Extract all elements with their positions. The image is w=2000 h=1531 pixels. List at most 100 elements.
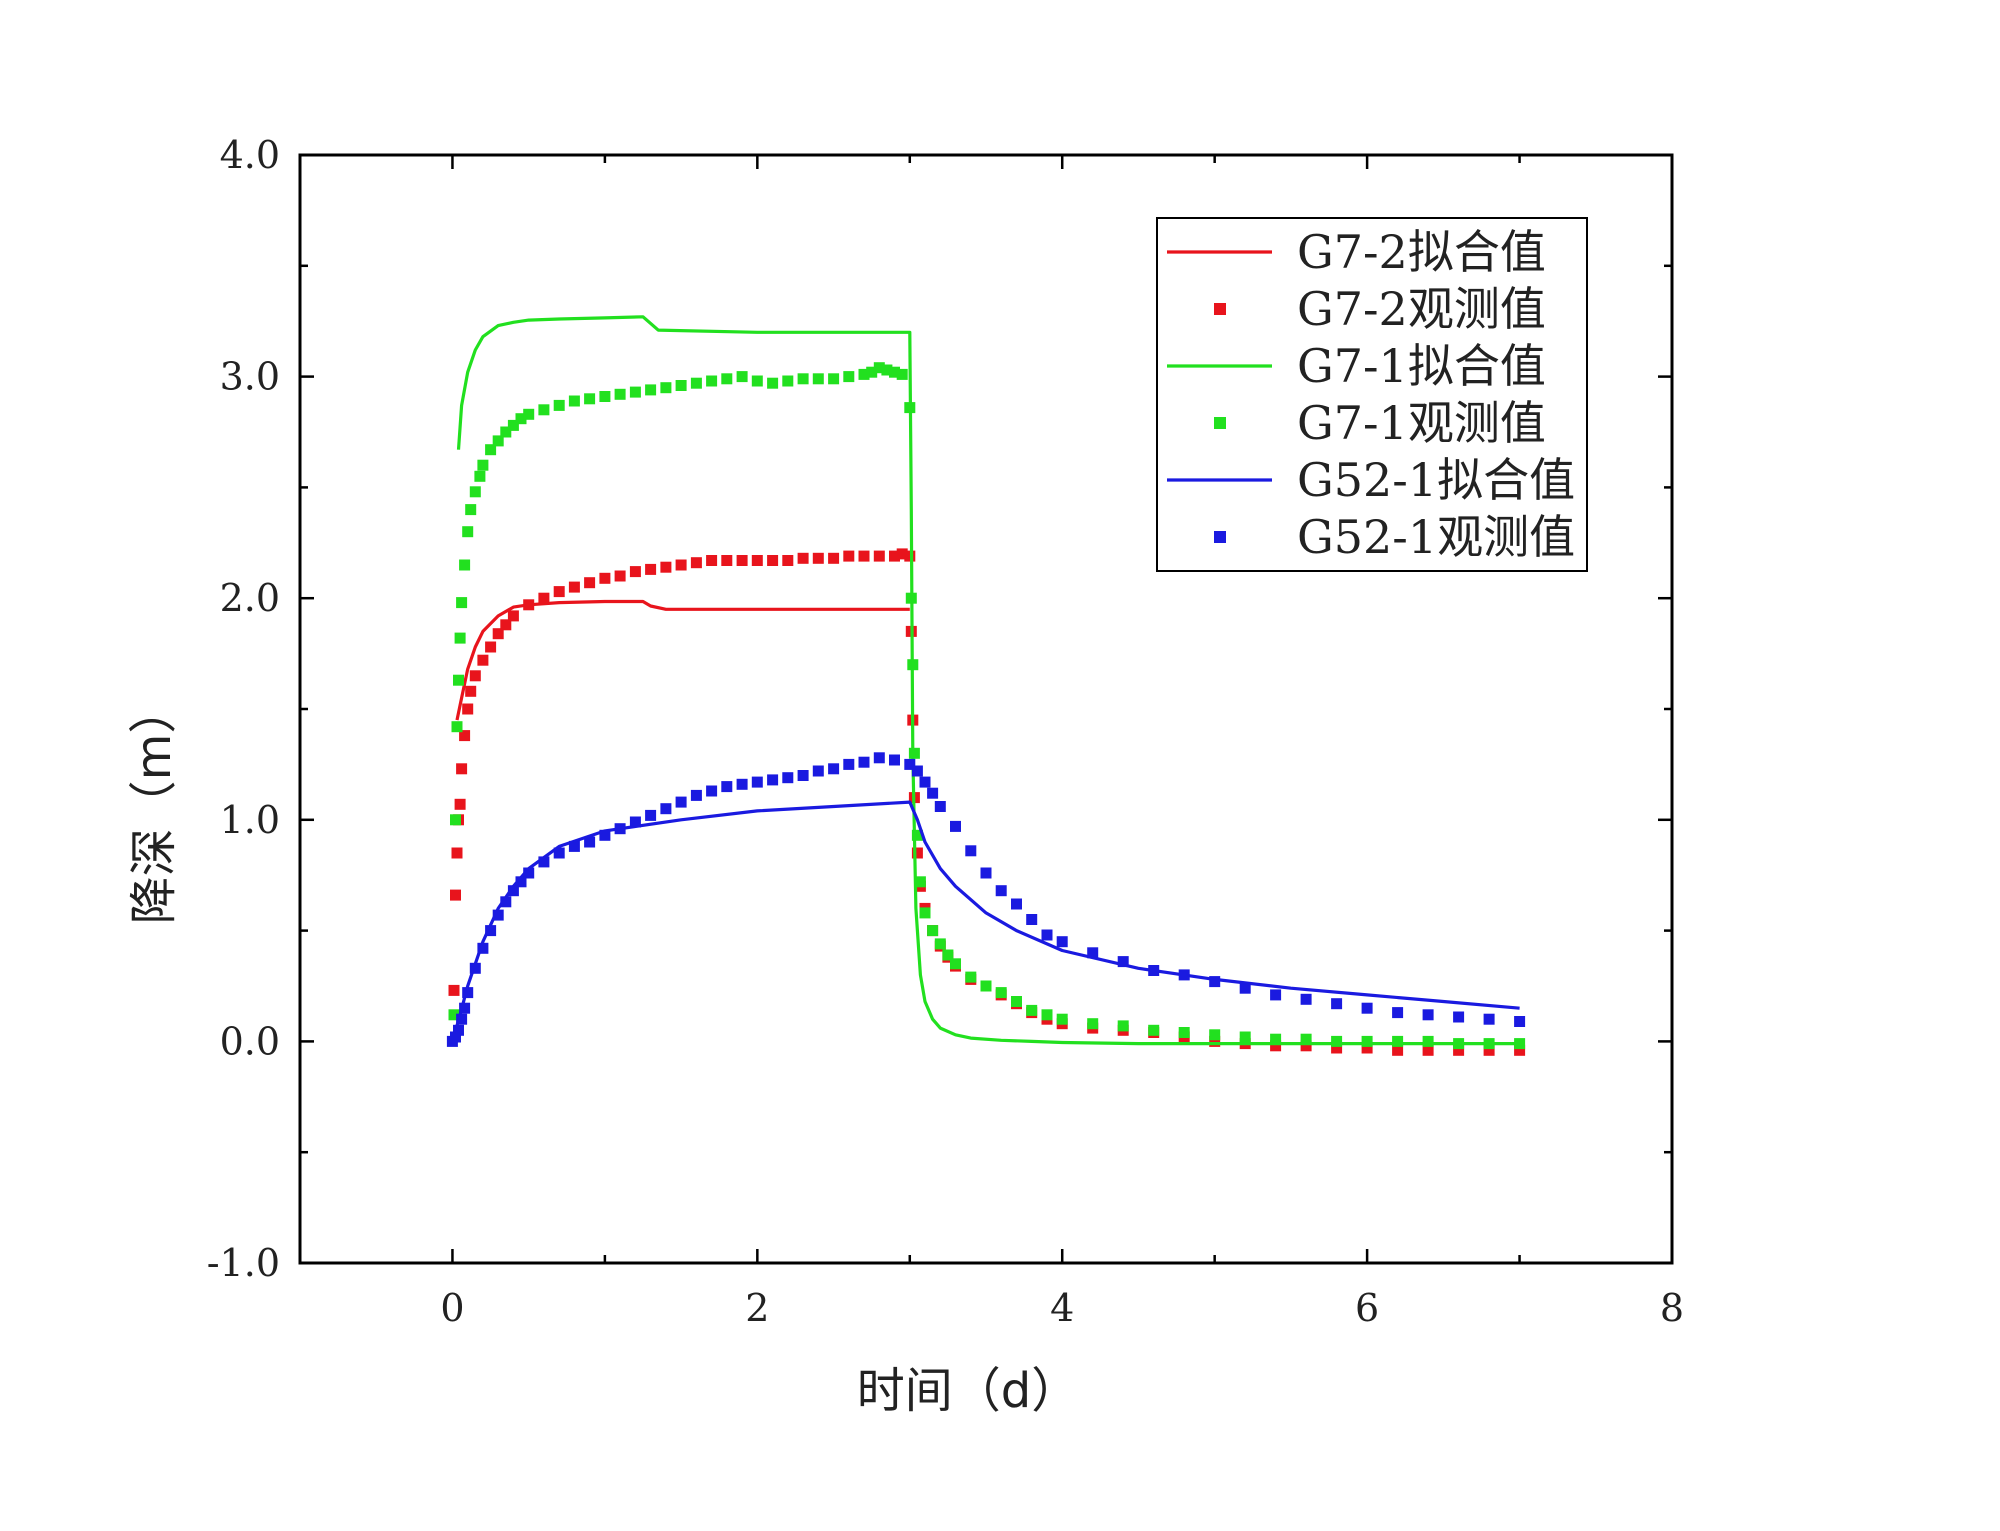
data-point xyxy=(843,550,855,562)
data-point xyxy=(843,758,855,770)
data-point xyxy=(965,971,977,983)
data-point xyxy=(523,408,535,420)
axis-ticks: 0 2 4 6 8 -1.0 0.0 1.0 2.0 3.0 4.0 xyxy=(207,133,1684,1330)
data-point xyxy=(675,796,687,808)
data-point xyxy=(485,925,497,937)
legend: G7-2拟合值G7-2观测值G7-1拟合值G7-1观测值G52-1拟合值G52-… xyxy=(1156,217,1588,572)
data-point xyxy=(736,371,748,383)
data-point xyxy=(599,829,611,841)
data-point xyxy=(538,404,550,416)
legend-swatch-marker xyxy=(1214,531,1226,543)
data-point xyxy=(453,674,464,686)
data-point xyxy=(454,798,466,810)
data-point xyxy=(507,610,519,622)
data-point xyxy=(950,958,961,970)
data-point xyxy=(721,373,733,385)
data-point xyxy=(1056,936,1068,948)
data-point xyxy=(450,1031,461,1043)
data-point xyxy=(904,402,916,414)
legend-label: G7-2观测值 xyxy=(1297,282,1546,336)
data-point xyxy=(675,380,687,391)
series-g7-1-obs xyxy=(448,362,1526,1050)
data-point xyxy=(905,592,917,604)
data-point xyxy=(507,885,519,897)
legend-label: G7-1观测值 xyxy=(1297,396,1546,450)
data-point xyxy=(465,504,477,516)
data-point xyxy=(690,789,702,801)
data-point xyxy=(553,847,565,859)
series-line xyxy=(456,315,1520,1046)
data-point xyxy=(1361,1002,1373,1014)
data-point xyxy=(500,896,512,908)
legend-swatch-marker xyxy=(1214,303,1226,315)
y-axis-title: 降深（m） xyxy=(126,686,182,925)
data-point xyxy=(914,876,926,888)
data-point xyxy=(1041,1009,1053,1021)
data-point xyxy=(706,785,718,797)
data-point xyxy=(492,628,504,640)
legend-swatch-marker xyxy=(1214,417,1226,429)
data-point xyxy=(1041,929,1053,941)
y-tick-label: 0.0 xyxy=(220,1019,280,1063)
data-point xyxy=(1453,1038,1465,1050)
x-tick-label: 8 xyxy=(1660,1286,1684,1330)
data-point xyxy=(459,730,471,742)
data-point xyxy=(1514,1044,1526,1056)
data-point xyxy=(584,393,596,405)
data-point xyxy=(448,1009,460,1021)
data-point xyxy=(515,413,527,425)
x-tick-label: 2 xyxy=(745,1286,769,1330)
legend-label: G7-1拟合值 xyxy=(1297,339,1546,393)
data-point xyxy=(477,942,489,954)
data-point xyxy=(908,747,920,759)
data-point xyxy=(456,763,468,775)
data-point xyxy=(492,435,504,447)
data-point xyxy=(1011,898,1022,910)
data-point xyxy=(1331,1042,1343,1054)
data-point xyxy=(584,577,596,589)
data-point xyxy=(828,552,840,564)
data-point xyxy=(629,566,641,578)
data-point xyxy=(660,561,672,573)
data-point xyxy=(751,555,763,566)
data-point xyxy=(614,823,626,835)
data-point xyxy=(1209,1029,1221,1041)
data-point xyxy=(873,362,885,374)
data-point xyxy=(456,1013,468,1025)
data-point xyxy=(451,847,463,859)
data-point xyxy=(995,885,1007,897)
y-tick-label: -1.0 xyxy=(207,1241,280,1285)
data-point xyxy=(584,836,596,848)
data-point xyxy=(1178,969,1190,981)
data-point xyxy=(889,550,900,562)
data-point xyxy=(453,1024,464,1036)
data-point xyxy=(706,375,718,387)
y-tick-label: 1.0 xyxy=(220,798,280,842)
data-point xyxy=(1026,1004,1038,1016)
data-point xyxy=(873,550,885,562)
data-point xyxy=(451,721,463,733)
data-point xyxy=(1239,982,1251,994)
data-point xyxy=(454,632,466,644)
data-point xyxy=(474,470,486,482)
y-tick-label: 3.0 xyxy=(220,355,280,399)
data-point xyxy=(1300,993,1312,1005)
data-point xyxy=(942,949,954,961)
y-tick-label: 2.0 xyxy=(220,576,280,620)
data-point xyxy=(1392,1035,1404,1047)
data-point xyxy=(614,570,626,582)
data-point xyxy=(448,984,460,996)
data-point xyxy=(485,444,497,456)
data-point xyxy=(614,388,626,400)
data-point xyxy=(889,754,900,766)
data-point xyxy=(751,776,763,788)
data-point xyxy=(965,845,977,857)
data-point xyxy=(828,763,840,775)
data-point xyxy=(858,756,870,768)
data-point xyxy=(507,419,519,431)
data-point xyxy=(767,377,779,389)
x-axis-title: 时间（d） xyxy=(857,1363,1079,1419)
data-point xyxy=(927,787,939,799)
data-point xyxy=(1270,989,1282,1001)
